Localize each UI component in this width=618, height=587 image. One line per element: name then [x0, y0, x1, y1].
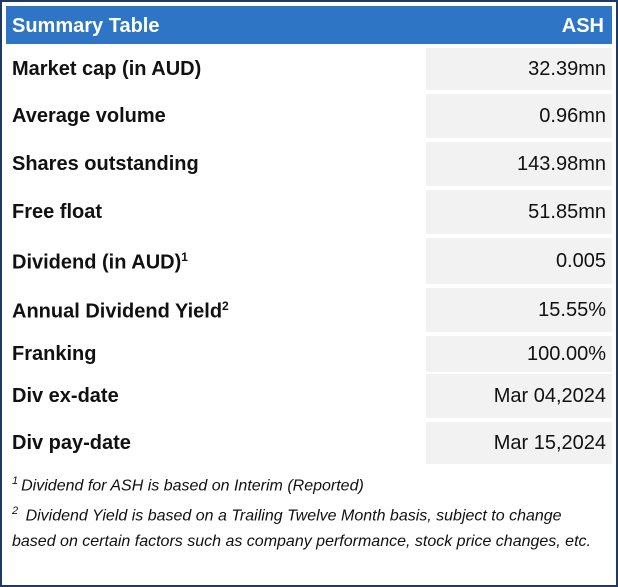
row-label: Franking	[12, 343, 96, 366]
row-value: Mar 04,2024	[426, 374, 612, 418]
footnote: 1 Dividend for ASH is based on Interim (R…	[12, 468, 602, 499]
table-row: Div pay-date Mar 15,2024	[6, 422, 612, 464]
row-value: 100.00%	[426, 336, 612, 372]
row-label: Free float	[12, 201, 102, 224]
row-label: Shares outstanding	[12, 153, 199, 176]
row-value: Mar 15,2024	[426, 422, 612, 464]
footnote: 2 Dividend Yield is based on a Trailing …	[12, 498, 602, 555]
footnote-text: Dividend Yield is based on a Trailing Tw…	[12, 507, 591, 551]
footnote-ref: 1	[181, 250, 188, 264]
label-text: Annual Dividend Yield	[12, 300, 223, 323]
row-value: 143.98mn	[426, 142, 612, 186]
row-value: 32.39mn	[426, 48, 612, 90]
table-row: Dividend (in AUD)1 0.005	[6, 238, 612, 284]
table-row: Div ex-date Mar 04,2024	[6, 374, 612, 418]
row-label: Average volume	[12, 105, 166, 128]
header: Summary Table ASH	[6, 6, 612, 44]
title: Summary Table	[12, 15, 160, 37]
footnote-ref: 2	[222, 299, 229, 313]
row-value: 0.96mn	[426, 94, 612, 138]
table-row: Shares outstanding 143.98mn	[6, 142, 612, 186]
label-text: Average volume	[12, 105, 166, 127]
row-value: 51.85mn	[426, 190, 612, 234]
label-text: Div pay-date	[12, 432, 131, 454]
table-row: Market cap (in AUD) 32.39mn	[6, 48, 612, 90]
row-label: Div ex-date	[12, 385, 119, 408]
row-label: Market cap (in AUD)	[12, 58, 201, 81]
table-row: Average volume 0.96mn	[6, 94, 612, 138]
row-value: 0.005	[426, 238, 612, 284]
label-text: Div ex-date	[12, 385, 119, 407]
table-row: Free float 51.85mn	[6, 190, 612, 234]
label-text: Free float	[12, 201, 103, 223]
footnote-marker: 1	[12, 475, 19, 487]
table-row: Annual Dividend Yield2 15.55%	[6, 288, 612, 332]
label-text: Dividend (in AUD)	[12, 251, 182, 274]
label-text: Market cap (in AUD)	[12, 58, 202, 80]
row-label: Div pay-date	[12, 432, 131, 455]
row-value: 15.55%	[426, 288, 612, 332]
footnote-marker: 2	[12, 505, 19, 517]
ticker: ASH	[561, 15, 604, 37]
table-row: Franking 100.00%	[6, 336, 612, 372]
footnote-text: Dividend for ASH is based on Interim (Re…	[21, 477, 364, 495]
row-label: Dividend (in AUD)1	[12, 250, 188, 275]
label-text: Franking	[12, 343, 97, 365]
label-text: Shares outstanding	[12, 153, 199, 175]
row-label: Annual Dividend Yield2	[12, 299, 229, 324]
